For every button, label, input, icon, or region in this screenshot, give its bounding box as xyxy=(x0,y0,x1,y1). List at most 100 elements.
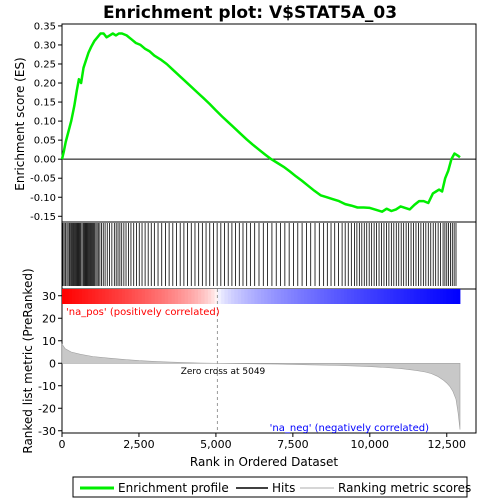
colorbar-segment xyxy=(297,289,301,304)
colorbar-segment xyxy=(135,289,139,304)
colorbar-segment xyxy=(234,289,238,304)
es-y-tick-label: 0.25 xyxy=(34,59,56,70)
colorbar-segment xyxy=(198,289,202,304)
colorbar-segment xyxy=(430,289,434,304)
colorbar-segment xyxy=(261,289,265,304)
es-y-tick-label: -0.05 xyxy=(30,174,56,185)
colorbar-segment xyxy=(278,289,282,304)
es-y-tick-label: 0.35 xyxy=(34,21,56,32)
pos-correlated-label: 'na_pos' (positively correlated) xyxy=(66,307,220,318)
neg-correlated-label: 'na_neg' (negatively correlated) xyxy=(270,423,429,434)
colorbar-segment xyxy=(317,289,321,304)
metric-y-tick-label: -20 xyxy=(38,402,56,415)
x-tick-label: 12,500 xyxy=(428,438,467,451)
es-panel-frame xyxy=(62,24,476,222)
colorbar-segment xyxy=(331,289,335,304)
colorbar-segment xyxy=(337,289,341,304)
colorbar-segment xyxy=(440,289,444,304)
colorbar-segment xyxy=(161,289,165,304)
colorbar-segment xyxy=(457,289,461,304)
colorbar-segment xyxy=(98,289,102,304)
colorbar-segment xyxy=(231,289,235,304)
es-y-tick-label: 0.05 xyxy=(34,136,56,147)
legend-hits-label: Hits xyxy=(272,481,295,495)
colorbar-segment xyxy=(360,289,364,304)
legend-metric-label: Ranking metric scores xyxy=(338,481,471,495)
colorbar-segment xyxy=(118,289,122,304)
colorbar-segment xyxy=(394,289,398,304)
colorbar-segment xyxy=(95,289,99,304)
colorbar-segment xyxy=(248,289,252,304)
colorbar-segment xyxy=(274,289,278,304)
colorbar-segment xyxy=(138,289,142,304)
colorbar-segment xyxy=(341,289,345,304)
colorbar-segment xyxy=(211,289,215,304)
metric-y-tick-label: 10 xyxy=(42,335,56,348)
colorbar-segment xyxy=(205,289,209,304)
colorbar-segment xyxy=(228,289,232,304)
metric-y-tick-label: -10 xyxy=(38,380,56,393)
colorbar-segment xyxy=(148,289,152,304)
zero-cross-label: Zero cross at 5049 xyxy=(181,367,266,377)
colorbar-segment xyxy=(75,289,79,304)
colorbar-segment xyxy=(281,289,285,304)
colorbar-segment xyxy=(414,289,418,304)
colorbar-segment xyxy=(132,289,136,304)
colorbar-segment xyxy=(89,289,93,304)
colorbar-segment xyxy=(357,289,361,304)
es-y-tick-label: 0.10 xyxy=(34,117,56,128)
colorbar-segment xyxy=(208,289,212,304)
colorbar-segment xyxy=(191,289,195,304)
es-y-tick-label: -0.10 xyxy=(30,193,56,204)
colorbar-segment xyxy=(334,289,338,304)
colorbar-segment xyxy=(384,289,388,304)
colorbar-segment xyxy=(112,289,116,304)
colorbar-segment xyxy=(254,289,258,304)
colorbar-segment xyxy=(443,289,447,304)
metric-y-tick-label: -30 xyxy=(38,425,56,438)
chart-title: Enrichment plot: V$STAT5A_03 xyxy=(103,3,397,23)
colorbar-segment xyxy=(92,289,96,304)
colorbar-segment xyxy=(364,289,368,304)
colorbar-segment xyxy=(311,289,315,304)
es-y-axis-label: Enrichment score (ES) xyxy=(13,57,27,190)
colorbar-segment xyxy=(314,289,318,304)
colorbar-segment xyxy=(195,289,199,304)
colorbar-segment xyxy=(145,289,149,304)
colorbar-segment xyxy=(225,289,229,304)
colorbar-segment xyxy=(171,289,175,304)
colorbar-segment xyxy=(251,289,255,304)
colorbar-segment xyxy=(258,289,262,304)
colorbar-segment xyxy=(294,289,298,304)
colorbar-segment xyxy=(354,289,358,304)
colorbar-segment xyxy=(181,289,185,304)
metric-y-tick-label: 0 xyxy=(49,357,56,370)
colorbar-segment xyxy=(420,289,424,304)
x-tick-label: 0 xyxy=(59,438,66,451)
colorbar-segment xyxy=(370,289,374,304)
colorbar-segment xyxy=(437,289,441,304)
x-ticks: 0 2,500 5,000 7,500 10,000 12,500 xyxy=(59,433,467,451)
es-y-ticks: 0.350.300.250.200.150.100.050.00-0.05-0.… xyxy=(30,21,62,222)
metric-y-ticks: 30 20 10 0 -10 -20 -30 xyxy=(38,290,62,438)
colorbar-segment xyxy=(168,289,172,304)
colorbar-segment xyxy=(241,289,245,304)
colorbar-segment xyxy=(264,289,268,304)
colorbar-segment xyxy=(62,289,66,304)
colorbar-segment xyxy=(158,289,162,304)
colorbar-segment xyxy=(271,289,275,304)
colorbar-segment xyxy=(105,289,109,304)
colorbar-segment xyxy=(65,289,69,304)
colorbar-segment xyxy=(115,289,119,304)
colorbar-segment xyxy=(122,289,126,304)
colorbar-segment xyxy=(304,289,308,304)
colorbar-segment xyxy=(102,289,106,304)
es-y-tick-label: 0.00 xyxy=(34,155,56,166)
colorbar-segment xyxy=(221,289,225,304)
metric-y-tick-label: 20 xyxy=(42,312,56,325)
colorbar-segment xyxy=(324,289,328,304)
es-y-tick-label: -0.15 xyxy=(30,212,56,223)
colorbar-segment xyxy=(185,289,189,304)
colorbar-segment xyxy=(142,289,146,304)
rank-colorbar xyxy=(62,289,460,304)
